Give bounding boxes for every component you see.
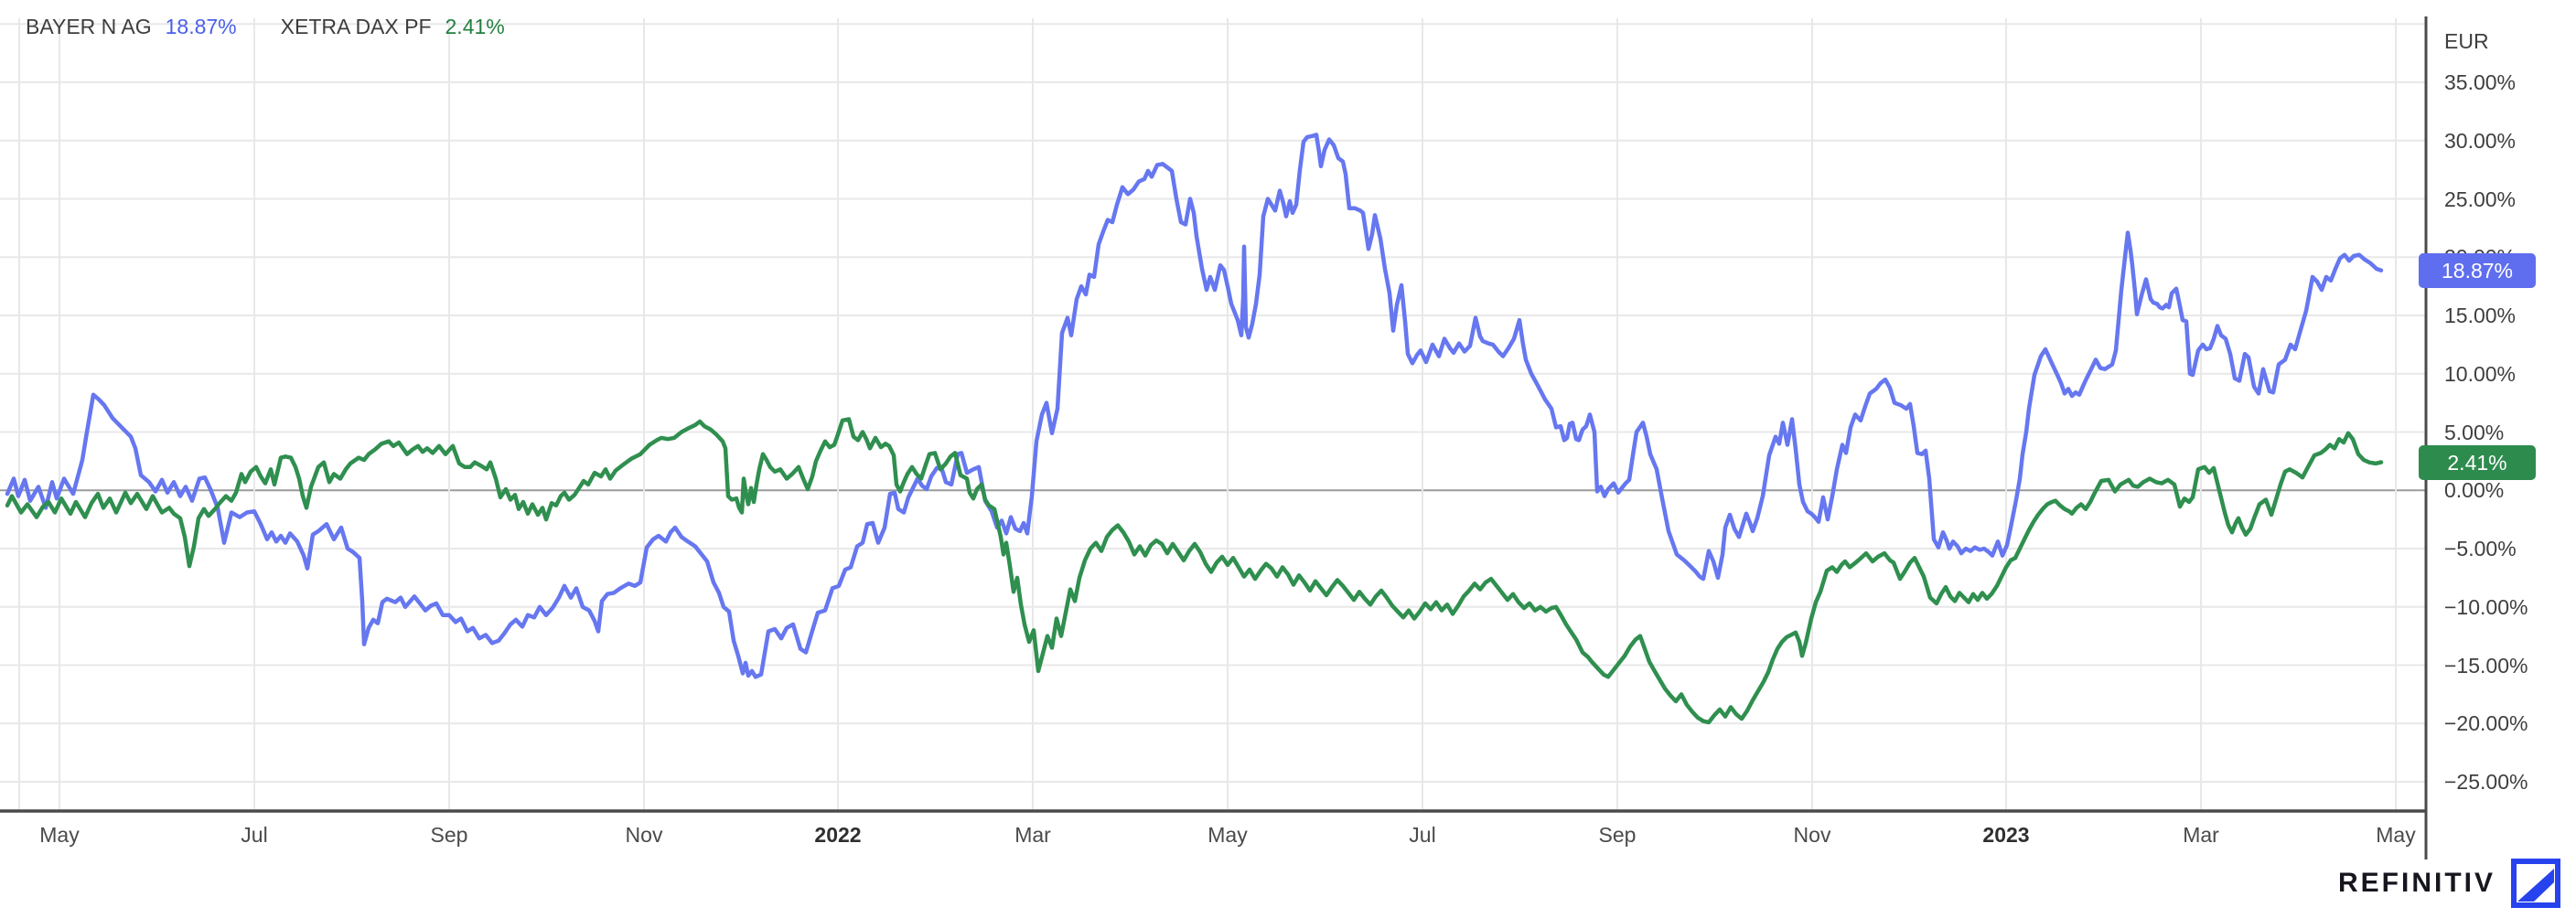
refinitiv-branding: REFINITIV	[2338, 858, 2561, 909]
refinitiv-logo-icon	[2511, 859, 2560, 908]
y-axis-tick-label: 25.00%	[2444, 187, 2517, 211]
x-axis-tick-label: Sep	[1598, 823, 1637, 847]
legend-item-xetra-dax[interactable]: XETRA DAX PF 2.41%	[281, 15, 505, 39]
y-axis-tick-label: 15.00%	[2444, 304, 2517, 327]
legend-series-name: BAYER N AG	[26, 15, 152, 38]
y-axis-tick-label: 10.00%	[2444, 361, 2517, 386]
x-axis-tick-label: Jul	[1409, 823, 1436, 847]
x-axis-tick-label: Jul	[241, 823, 268, 847]
bayer-last-value-badge: 18.87%	[2419, 252, 2536, 288]
x-axis-tick-label: 2022	[814, 823, 862, 847]
x-axis-tick-label: Mar	[1014, 823, 1051, 847]
x-axis-tick-label: Nov	[625, 823, 663, 847]
y-axis-tick-label: −15.00%	[2444, 653, 2528, 678]
y-axis-tick-label: −10.00%	[2444, 594, 2528, 619]
x-axis-tick-label: 2023	[1982, 823, 2030, 847]
y-axis-tick-label: 5.00%	[2444, 420, 2505, 444]
x-axis-tick-label: May	[39, 823, 80, 847]
refinitiv-logo-text: REFINITIV	[2337, 868, 2496, 898]
chart-legend: BAYER N AG 18.87% XETRA DAX PF 2.41%	[26, 15, 505, 39]
legend-series-value: 18.87%	[165, 15, 237, 38]
x-axis-tick-label: May	[1208, 823, 1248, 847]
y-axis-tick-label: 35.00%	[2444, 70, 2517, 94]
badge-value-text: 18.87%	[2441, 258, 2513, 283]
legend-series-value: 2.41%	[445, 15, 505, 38]
y-axis-tick-label: −20.00%	[2444, 711, 2528, 736]
legend-series-name: XETRA DAX PF	[280, 15, 432, 38]
x-axis-tick-label: May	[2376, 823, 2416, 847]
x-axis-tick-label: Sep	[430, 823, 468, 847]
y-axis-tick-label: −5.00%	[2444, 537, 2517, 560]
badge-value-text: 2.41%	[2447, 450, 2507, 475]
y-axis-tick-label: 30.00%	[2444, 128, 2517, 153]
y-axis-tick-label: −25.00%	[2444, 770, 2528, 794]
bayer-price-line	[5, 133, 2384, 679]
x-axis-tick-label: Nov	[1793, 823, 1831, 847]
y-axis-currency-label: EUR	[2444, 29, 2489, 53]
dax-price-line	[5, 417, 2384, 725]
x-axis-tick-label: Mar	[2183, 823, 2219, 847]
legend-item-bayer[interactable]: BAYER N AG 18.87%	[26, 15, 237, 39]
dax-last-value-badge: 2.41%	[2419, 444, 2536, 480]
y-axis-tick-label: 0.00%	[2444, 478, 2505, 503]
